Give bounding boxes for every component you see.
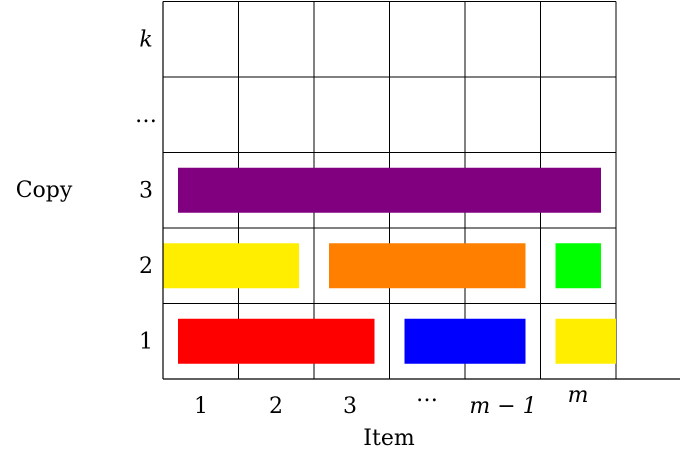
- bar-green: [555, 243, 601, 289]
- bar-yellow-row2: [163, 243, 299, 289]
- row-label: …: [135, 103, 157, 128]
- y-axis-title: Copy: [16, 178, 73, 203]
- bar-red: [178, 318, 375, 364]
- row-label: 3: [139, 178, 153, 203]
- labels: Copy Item 1 2 3 … k 1 2 3 … m − 1 m: [16, 27, 589, 451]
- bar-orange: [329, 243, 526, 289]
- row-label: 1: [139, 329, 153, 354]
- axes: [162, 1, 680, 380]
- column-label: …: [416, 382, 438, 407]
- bar-blue: [404, 318, 526, 364]
- column-label: m: [568, 383, 589, 408]
- row-label: 2: [139, 254, 153, 279]
- row-label: k: [139, 27, 152, 52]
- bars: [163, 167, 616, 364]
- x-axis-title: Item: [363, 426, 415, 451]
- bar-yellow-row1: [555, 318, 616, 364]
- column-label: m − 1: [469, 394, 536, 419]
- bar-purple: [178, 167, 601, 213]
- column-label: 3: [343, 394, 357, 419]
- column-label: 1: [194, 394, 208, 419]
- column-label: 2: [269, 394, 283, 419]
